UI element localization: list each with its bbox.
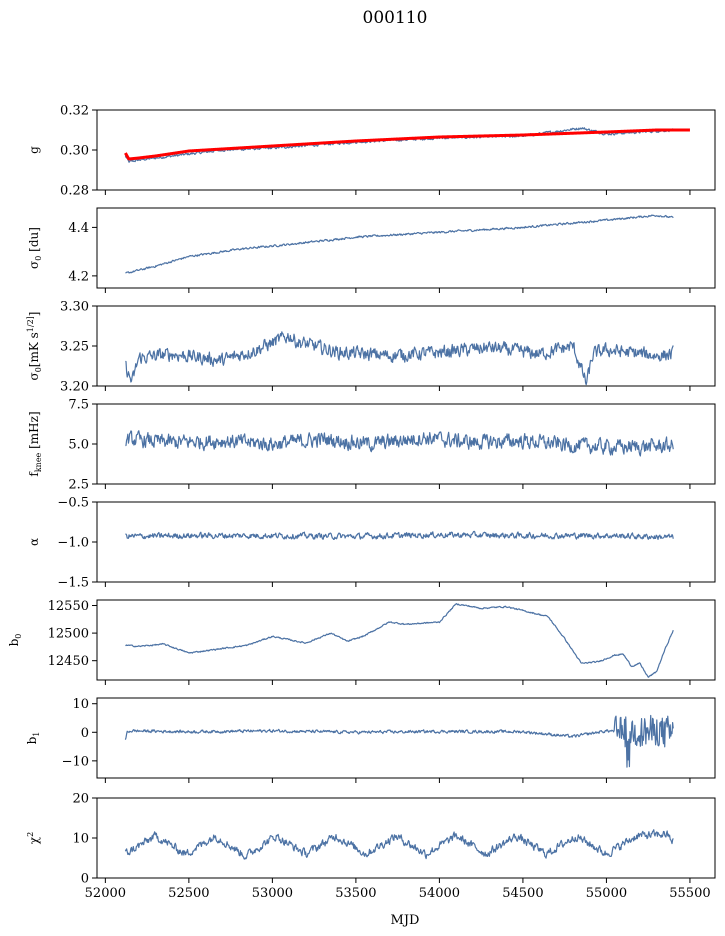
y-axis-label: σ0 [du]: [27, 227, 43, 269]
figure-title: 000110: [363, 8, 428, 28]
axes-frame: [96, 697, 716, 779]
y-tick-label: 20: [72, 792, 89, 807]
panel-sigma0_mks: 3.20 3.25 3.30 σ0[mK s1/2]]: [26, 300, 716, 395]
x-tick-label: 53000: [252, 886, 293, 901]
y-tick-label: 3.30: [60, 300, 89, 315]
y-axis-label: σ0[mK s1/2]]: [26, 312, 43, 381]
panels: 0.28 0.30 0.32 g 4.2 4.4 σ0 [du] 3.20 3.25 3.30 σ0…: [7, 104, 716, 901]
y-tick-label: −10: [62, 754, 89, 769]
y-tick-label: 3.20: [60, 380, 89, 395]
y-tick-label: 3.25: [60, 340, 89, 355]
y-axis-label: χ2: [26, 832, 41, 844]
series-line: [125, 603, 674, 678]
x-tick-label: 52000: [85, 886, 126, 901]
y-axis-label: g: [27, 146, 41, 154]
y-tick-label: 4.2: [68, 269, 89, 284]
x-tick-label: 55000: [586, 886, 627, 901]
y-tick-label: 0: [81, 872, 89, 887]
y-tick-label: 12550: [48, 599, 89, 614]
y-tick-label: −1.0: [57, 536, 89, 551]
series-line: [124, 714, 674, 768]
panel-g: 0.28 0.30 0.32 g: [27, 104, 716, 199]
panel-chi2: 0 10 20 52000 52500 53000 53500 54000 54500 55000…: [26, 792, 716, 901]
y-tick-label: −1.5: [57, 576, 89, 591]
x-axis-label: MJD: [391, 913, 420, 928]
panel-fknee: 2.5 5.0 7.5 fknee [mHz]: [27, 398, 716, 493]
y-tick-label: 10: [72, 697, 89, 712]
y-tick-label: 12500: [48, 627, 89, 642]
y-tick-label: 12450: [48, 654, 89, 669]
y-tick-label: 5.0: [68, 438, 89, 453]
axes-frame: [96, 305, 716, 387]
panel-b0: 12450 12500 12550 b0: [7, 599, 716, 685]
axes-frame: [96, 599, 716, 681]
series-line-model: [124, 128, 691, 161]
y-tick-label: 2.5: [68, 478, 89, 493]
panel-alpha: −1.5 −1.0 −0.5 α: [27, 496, 716, 591]
y-axis-label: α: [27, 538, 41, 546]
x-tick-label: 54500: [502, 886, 543, 901]
y-tick-label: 0.28: [60, 184, 89, 199]
y-tick-label: −0.5: [57, 496, 89, 511]
series-line: [124, 829, 674, 860]
y-axis-label: fknee [mHz]: [27, 411, 43, 476]
x-tick-label: 53500: [335, 886, 376, 901]
panel-b1: −10 0 10 b1: [25, 697, 716, 783]
y-axis-label: b0: [7, 634, 23, 647]
y-tick-label: 10: [72, 832, 89, 847]
axes-frame: [96, 207, 716, 289]
x-tick-label: 54000: [419, 886, 460, 901]
axes-frame: [96, 501, 716, 583]
x-tick-label: 55500: [669, 886, 710, 901]
y-tick-label: 7.5: [68, 398, 89, 413]
y-tick-label: 0.32: [60, 104, 89, 119]
y-tick-label: 4.4: [68, 221, 89, 236]
series-line: [125, 331, 674, 386]
y-tick-label: 0.30: [60, 144, 89, 159]
x-tick-label: 52500: [168, 886, 209, 901]
y-axis-label: b1: [25, 732, 41, 745]
y-tick-label: 0: [81, 726, 89, 741]
axes-frame: [96, 797, 716, 879]
series-line: [125, 530, 674, 541]
panel-sigma0_du: 4.2 4.4 σ0 [du]: [27, 207, 716, 293]
series-line: [125, 430, 674, 457]
series-line: [125, 214, 674, 274]
